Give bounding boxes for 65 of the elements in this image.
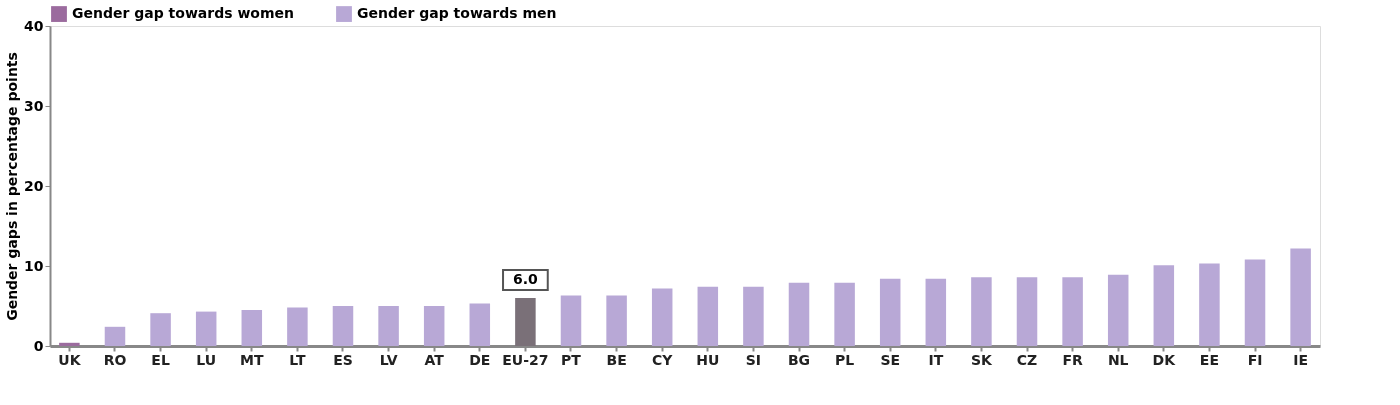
x-tick-label: PT [561,351,582,368]
y-tick-label: 20 [24,177,44,194]
y-axis-title: Gender gaps in percentage points [4,52,21,321]
x-tick-label: SI [745,351,762,368]
x-tick-label: FI [1247,351,1263,368]
bar [195,311,217,346]
x-tick-label: NL [1107,351,1129,368]
bar [1290,248,1311,346]
bar [925,278,947,346]
bar [1153,265,1175,346]
bar [743,286,764,346]
bar [606,295,627,346]
x-tick-label: CY [651,351,674,368]
x-tick-label: SK [970,351,994,368]
x-tick-label: UK [58,351,82,368]
bar [59,342,80,346]
bar [378,306,399,346]
bar [697,286,719,346]
bar [332,306,354,346]
bar [560,295,582,346]
bar [469,303,491,346]
bar [104,326,126,346]
x-tick-label: FR [1062,351,1083,368]
x-tick-label: DE [469,351,491,368]
x-tick-label: HU [696,351,720,368]
bar [1244,259,1266,346]
bar [879,278,901,346]
x-tick-label: LU [196,351,217,368]
bar [1107,274,1129,346]
bar [971,277,992,346]
x-tick-label: IE [1293,351,1309,368]
x-tick-label: BE [606,351,627,368]
bar [1062,277,1083,346]
x-tick-label: MT [240,351,264,368]
x-tick-label: DK [1152,351,1177,368]
bar [834,282,855,346]
x-tick-label: IT [928,351,944,368]
legend-label: Gender gap towards women [72,5,295,22]
legend-label: Gender gap towards men [357,5,557,22]
bar [1016,277,1038,346]
x-tick-label: EL [151,351,170,368]
x-tick-label: PL [835,351,855,368]
x-tick-label: SE [880,351,901,368]
bar [651,288,673,346]
x-tick-label: EE [1199,351,1219,368]
x-tick-label: ES [333,351,353,368]
x-tick-label: BG [787,351,811,368]
x-tick-label: LT [289,351,306,368]
bar [150,313,171,346]
x-tick-label: RO [103,351,127,368]
y-tick-label: 40 [24,17,44,34]
bar [515,298,536,346]
x-tick-label: AT [424,351,445,368]
bar [788,282,810,346]
bar [423,306,445,346]
bar [241,310,263,346]
y-tick-label: 10 [24,257,44,274]
y-tick-label: 30 [24,97,44,114]
x-tick-label: LV [379,351,398,368]
x-tick-label: EU-27 [502,351,549,368]
bar [1199,263,1220,346]
y-tick-label: 0 [33,337,44,354]
bar [287,307,308,346]
x-tick-label: CZ [1016,351,1038,368]
annotation: 6.0 [512,271,539,287]
